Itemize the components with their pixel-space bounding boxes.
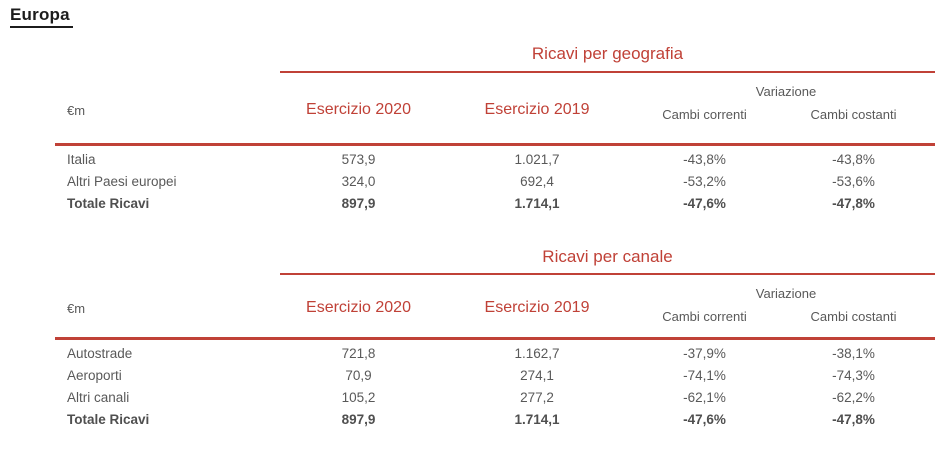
col-header-cambi-correnti: Cambi correnti (662, 107, 747, 122)
table-row-altri-canali: Altri canali 105,2 277,2 -62,1% -62,2% (55, 387, 935, 409)
cell-esercizio-2020: 897,9 (341, 412, 376, 427)
cell-cambi-correnti: -37,9% (683, 346, 726, 361)
col-header-cambi-costanti: Cambi costanti (810, 107, 897, 122)
row-label: Totale Ricavi (67, 412, 150, 427)
table-row-altri-paesi: Altri Paesi europei 324,0 692,4 -53,2% -… (55, 171, 935, 193)
cell-cambi-costanti: -53,6% (832, 174, 875, 189)
cell-esercizio-2020: 70,9 (345, 368, 372, 383)
col-header-esercizio-2019: Esercizio 2019 (484, 299, 590, 316)
table-body: Italia 573,9 1.021,7 -43,8% -43,8% Altri… (55, 146, 935, 215)
row-label: Altri Paesi europei (67, 174, 177, 189)
row-label: Italia (67, 152, 96, 167)
table-header-row: €m Esercizio 2020 Esercizio 2019 Variazi… (55, 275, 935, 340)
table-row-autostrade: Autostrade 721,8 1.162,7 -37,9% -38,1% (55, 343, 935, 365)
cell-esercizio-2019: 1.714,1 (514, 412, 560, 427)
variation-label: Variazione (755, 84, 817, 99)
variation-label: Variazione (755, 286, 817, 301)
cell-cambi-costanti: -62,2% (832, 390, 875, 405)
cell-esercizio-2020: 105,2 (341, 390, 376, 405)
variation-subheaders: Cambi correnti Cambi costanti (637, 107, 935, 122)
row-label: Aeroporti (67, 368, 122, 383)
variation-subheaders: Cambi correnti Cambi costanti (637, 309, 935, 324)
cell-cambi-correnti: -53,2% (683, 174, 726, 189)
cell-esercizio-2019: 1.162,7 (514, 346, 560, 361)
cell-cambi-correnti: -47,6% (683, 196, 726, 211)
cell-cambi-costanti: -43,8% (832, 152, 875, 167)
table-title-row: Ricavi per geografia (55, 44, 935, 73)
table-title-cell: Ricavi per canale (280, 247, 935, 275)
cell-esercizio-2020: 721,8 (341, 346, 376, 361)
col-header-cambi-correnti: Cambi correnti (662, 309, 747, 324)
row-label: Autostrade (67, 346, 133, 361)
row-label: Totale Ricavi (67, 196, 150, 211)
table-title: Ricavi per geografia (531, 44, 684, 63)
variation-group: Variazione Cambi correnti Cambi costanti (637, 275, 935, 337)
variation-group: Variazione Cambi correnti Cambi costanti (637, 73, 935, 143)
cell-cambi-correnti: -43,8% (683, 152, 726, 167)
table-row-italia: Italia 573,9 1.021,7 -43,8% -43,8% (55, 149, 935, 171)
col-header-esercizio-2020: Esercizio 2020 (306, 299, 411, 316)
row-label: Altri canali (67, 390, 130, 405)
title-spacer (55, 247, 280, 275)
cell-cambi-correnti: -62,1% (683, 390, 726, 405)
col-header-esercizio-2019: Esercizio 2019 (484, 101, 590, 118)
cell-cambi-correnti: -74,1% (683, 368, 726, 383)
col-header-cambi-costanti: Cambi costanti (810, 309, 897, 324)
cell-esercizio-2020: 324,0 (341, 174, 376, 189)
table-row-totale: Totale Ricavi 897,9 1.714,1 -47,6% -47,8… (55, 193, 935, 215)
table-row-aeroporti: Aeroporti 70,9 274,1 -74,1% -74,3% (55, 365, 935, 387)
cell-esercizio-2019: 1.021,7 (514, 152, 560, 167)
title-spacer (55, 44, 280, 73)
table-ricavi-geografia: Ricavi per geografia €m Esercizio 2020 E… (55, 44, 935, 215)
cell-esercizio-2019: 1.714,1 (514, 196, 560, 211)
table-title-cell: Ricavi per geografia (280, 44, 935, 73)
page-title: Europa (10, 5, 73, 28)
table-title: Ricavi per canale (542, 247, 673, 266)
cell-cambi-costanti: -47,8% (832, 412, 875, 427)
unit-label: €m (67, 102, 86, 118)
col-header-esercizio-2020: Esercizio 2020 (306, 101, 411, 118)
table-title-row: Ricavi per canale (55, 247, 935, 275)
cell-esercizio-2019: 277,2 (520, 390, 554, 405)
cell-cambi-costanti: -38,1% (832, 346, 875, 361)
table-body: Autostrade 721,8 1.162,7 -37,9% -38,1% A… (55, 340, 935, 431)
unit-label: €m (67, 300, 86, 316)
table-ricavi-canale: Ricavi per canale €m Esercizio 2020 Eser… (55, 247, 935, 431)
table-row-totale: Totale Ricavi 897,9 1.714,1 -47,6% -47,8… (55, 409, 935, 431)
cell-cambi-costanti: -74,3% (832, 368, 875, 383)
cell-esercizio-2019: 274,1 (520, 368, 554, 383)
cell-esercizio-2020: 573,9 (341, 152, 376, 167)
cell-cambi-correnti: -47,6% (683, 412, 726, 427)
table-header-row: €m Esercizio 2020 Esercizio 2019 Variazi… (55, 73, 935, 146)
cell-esercizio-2020: 897,9 (341, 196, 376, 211)
cell-cambi-costanti: -47,8% (832, 196, 875, 211)
cell-esercizio-2019: 692,4 (520, 174, 554, 189)
